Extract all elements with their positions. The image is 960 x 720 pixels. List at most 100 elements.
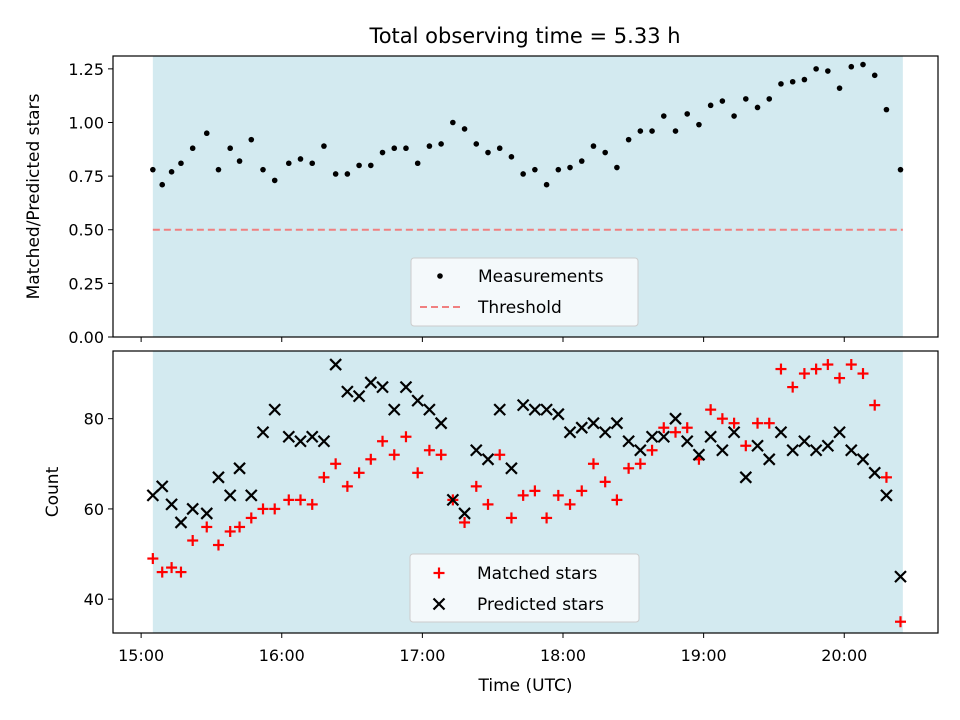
predicted-star-points [146,358,907,583]
measurement-point-25 [438,141,444,147]
measurement-point-56 [801,76,808,83]
matched-point-11 [269,503,281,515]
x-tick-label: 17:00 [399,646,445,665]
measurement-point-2 [168,169,175,175]
measurement-point-45 [672,128,679,134]
measurement-point-41 [625,136,632,143]
legend-x-glyph [432,597,446,611]
matched-point-24 [423,444,435,456]
predicted-point-48 [704,430,717,444]
predicted-point-47 [692,448,706,462]
matched-point-60 [845,359,857,371]
matched-point-37 [576,485,588,497]
matched-point-38 [587,458,599,470]
matched-point-40 [611,494,623,506]
matched-point-4 [187,535,199,547]
predicted-point-14 [305,430,319,444]
measurement-point-46 [684,111,691,117]
measurement-point-23 [414,160,421,167]
matched-point-23 [412,467,424,479]
matched-point-31 [505,512,517,524]
legend-matched-label: Matched stars [477,564,597,584]
measurement-point-15 [321,143,327,149]
measurement-point-19 [368,162,374,169]
measurement-point-60 [848,63,855,70]
bottom-x-ticks: 15:00 16:00 17:00 18:00 19:00 20:00 [118,633,867,665]
measurement-point-27 [461,126,468,132]
measurement-points [150,61,904,188]
count-legend: Matched stars Predicted stars [409,553,640,623]
measurement-point-6 [215,166,222,173]
measurement-point-24 [426,143,433,149]
predicted-point-43 [645,430,659,444]
measurement-point-54 [778,81,784,87]
measurement-point-22 [403,145,409,152]
predicted-point-53 [762,453,776,466]
predicted-point-21 [387,403,401,416]
bottom-y-tick-label: 60 [84,500,104,519]
matched-point-7 [224,525,236,537]
predicted-point-19 [364,376,378,389]
x-tick-label: 18:00 [540,646,586,665]
predicted-point-20 [376,380,389,394]
measurement-point-37 [578,158,585,164]
predicted-point-54 [774,425,788,439]
count-legend-box [409,553,640,623]
measurement-point-30 [496,145,503,152]
matched-point-29 [482,498,494,510]
predicted-point-13 [294,434,307,448]
matched-point-36 [564,498,576,510]
predicted-point-7 [223,489,237,502]
matched-point-3 [175,566,187,578]
measurement-point-29 [485,149,491,156]
measurement-point-53 [766,96,773,102]
measurement-point-51 [743,96,749,102]
predicted-point-26 [446,493,460,507]
matched-point-58 [822,359,834,371]
matched-point-42 [634,458,646,470]
measurement-point-42 [637,128,644,134]
matched-point-61 [857,368,869,380]
predicted-point-51 [739,471,753,484]
predicted-point-28 [470,443,483,457]
count-panel: 40 60 80 15:00 16:00 17:00 18:00 19:00 20:00 Co… [43,350,939,696]
ratio-legend: Measurements Threshold [410,257,639,327]
predicted-point-4 [186,502,199,516]
matched-point-63 [880,471,892,483]
matched-point-44 [658,422,670,434]
predicted-point-10 [256,425,270,439]
predicted-point-58 [821,439,835,453]
matched-point-53 [763,417,775,429]
matched-point-13 [295,494,306,506]
top-y-tick-label: 1.25 [68,60,104,79]
top-y-tick-label: 0.50 [68,221,104,240]
measurement-point-49 [719,98,726,104]
predicted-point-11 [268,403,281,416]
measurement-point-9 [248,136,255,143]
predicted-point-55 [786,443,799,457]
matched-point-1 [156,566,168,578]
matched-point-27 [459,516,471,528]
legend-plus-glyph [433,567,445,579]
measurement-point-17 [344,171,351,177]
bottom-y-ticks: 40 60 80 [84,410,113,609]
predicted-point-31 [505,462,518,475]
measurement-point-55 [789,78,796,85]
predicted-point-59 [833,425,846,439]
matched-point-56 [798,368,810,380]
measurement-point-10 [260,166,266,173]
matched-point-34 [541,512,553,524]
measurement-point-11 [271,177,278,184]
measurement-point-57 [813,66,819,72]
measurement-point-40 [614,164,620,171]
matched-point-17 [341,480,353,492]
predicted-point-46 [680,434,694,448]
predicted-point-24 [423,403,436,416]
predicted-point-40 [610,416,624,430]
predicted-point-9 [245,489,258,502]
predicted-point-18 [352,389,366,403]
ratio-y-axis-label: Matched/Predicted stars [24,93,44,299]
measurement-point-5 [203,130,210,137]
predicted-point-5 [200,507,214,520]
measurement-point-8 [236,158,243,164]
